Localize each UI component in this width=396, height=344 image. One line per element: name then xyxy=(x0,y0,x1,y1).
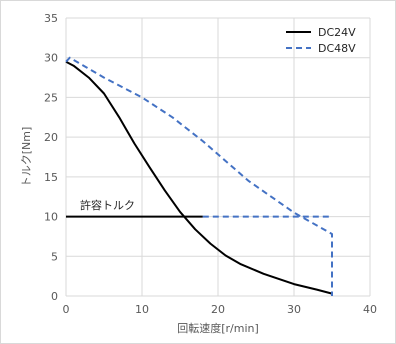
x-tick-label: 10 xyxy=(135,303,149,316)
legend-label-dc24v: DC24V xyxy=(318,26,356,39)
y-tick-label: 5 xyxy=(51,250,58,263)
x-tick-label: 0 xyxy=(63,303,70,316)
y-tick-label: 35 xyxy=(44,12,58,25)
allowable-torque-label: 許容トルク xyxy=(80,198,135,212)
y-axis-label: トルク[Nm] xyxy=(20,127,33,188)
y-tick-label: 0 xyxy=(51,290,58,303)
y-tick-label: 20 xyxy=(44,131,58,144)
series-line-dc24v xyxy=(65,60,333,295)
legend-label-dc48v: DC48V xyxy=(318,42,356,55)
x-tick-label: 40 xyxy=(363,303,377,316)
legend: DC24V DC48V xyxy=(286,26,356,55)
x-tick-label: 20 xyxy=(211,303,225,316)
x-axis-label: 回転速度[r/min] xyxy=(177,321,259,335)
grid-lines xyxy=(65,17,371,297)
y-tick-label: 30 xyxy=(44,52,58,65)
y-tick-label: 10 xyxy=(44,211,58,224)
y-tick-label: 25 xyxy=(44,91,58,104)
series-lines xyxy=(65,56,333,296)
y-tick-label: 15 xyxy=(44,171,58,184)
x-tick-label: 30 xyxy=(287,303,301,316)
tick-labels: 0 5 10 15 20 25 30 35 0 10 20 30 40 xyxy=(44,12,377,316)
